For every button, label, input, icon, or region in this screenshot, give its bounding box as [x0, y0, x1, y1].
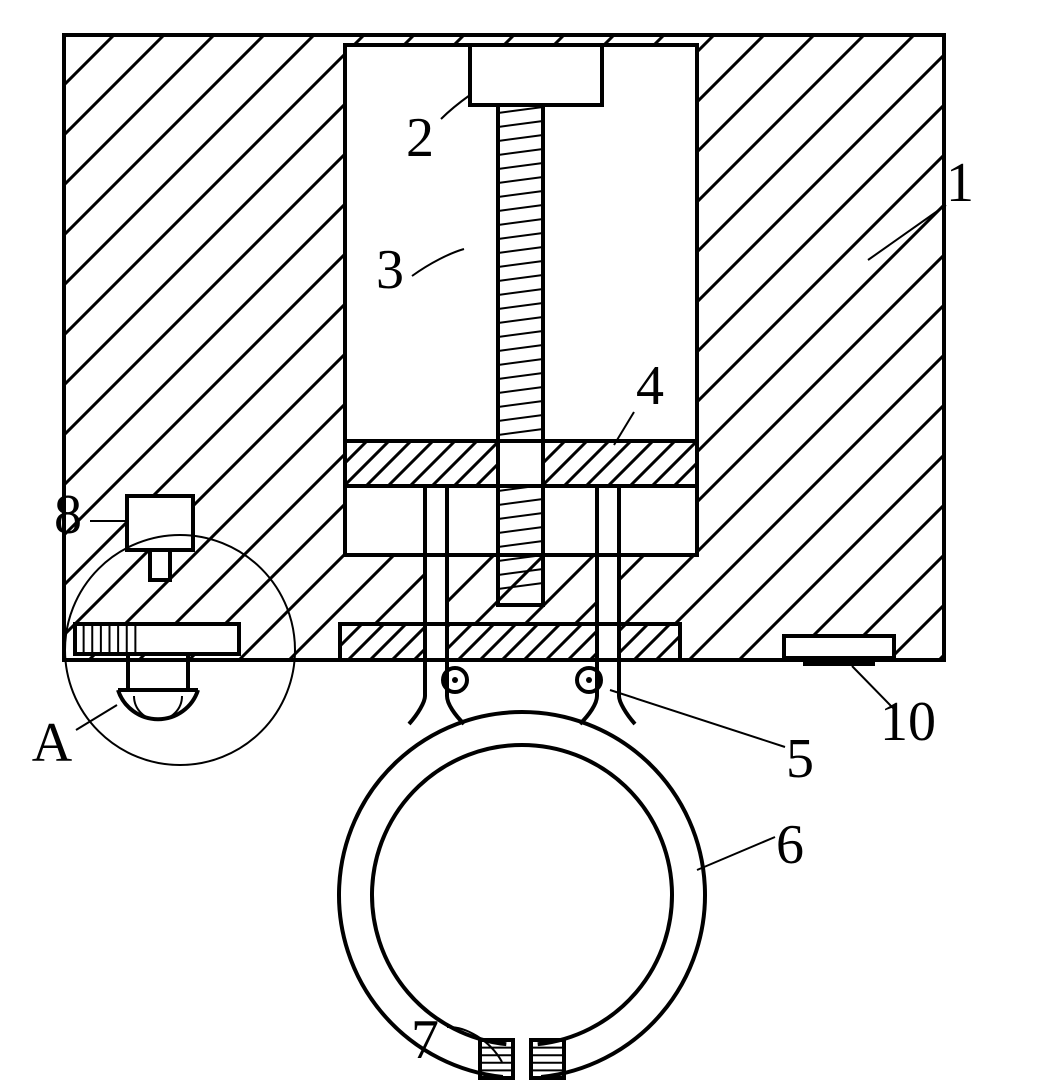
label-2: 2	[406, 107, 434, 169]
label-3: 3	[376, 239, 404, 301]
label-7: 7	[411, 1009, 439, 1071]
label-1: 1	[946, 152, 974, 214]
label-4: 4	[636, 355, 664, 417]
label-5: 5	[786, 728, 814, 790]
label-8: 8	[54, 484, 82, 546]
label-10: 10	[880, 691, 936, 753]
label-6: 6	[776, 814, 804, 876]
label-A: A	[32, 712, 73, 774]
